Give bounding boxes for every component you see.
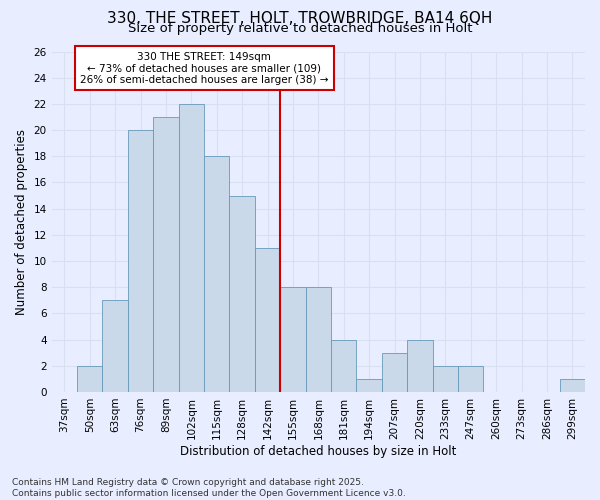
Bar — [204, 156, 229, 392]
Bar — [560, 379, 585, 392]
Bar — [458, 366, 484, 392]
Bar — [356, 379, 382, 392]
Bar — [153, 117, 179, 392]
Bar — [229, 196, 255, 392]
Bar — [305, 287, 331, 392]
Bar — [179, 104, 204, 392]
X-axis label: Distribution of detached houses by size in Holt: Distribution of detached houses by size … — [180, 444, 457, 458]
Bar — [382, 352, 407, 392]
Text: 330, THE STREET, HOLT, TROWBRIDGE, BA14 6QH: 330, THE STREET, HOLT, TROWBRIDGE, BA14 … — [107, 11, 493, 26]
Y-axis label: Number of detached properties: Number of detached properties — [15, 128, 28, 314]
Bar — [433, 366, 458, 392]
Bar — [77, 366, 103, 392]
Text: Contains HM Land Registry data © Crown copyright and database right 2025.
Contai: Contains HM Land Registry data © Crown c… — [12, 478, 406, 498]
Bar — [128, 130, 153, 392]
Bar — [255, 248, 280, 392]
Bar — [407, 340, 433, 392]
Text: Size of property relative to detached houses in Holt: Size of property relative to detached ho… — [128, 22, 472, 35]
Bar — [103, 300, 128, 392]
Bar — [280, 287, 305, 392]
Text: 330 THE STREET: 149sqm
← 73% of detached houses are smaller (109)
26% of semi-de: 330 THE STREET: 149sqm ← 73% of detached… — [80, 52, 328, 84]
Bar — [331, 340, 356, 392]
